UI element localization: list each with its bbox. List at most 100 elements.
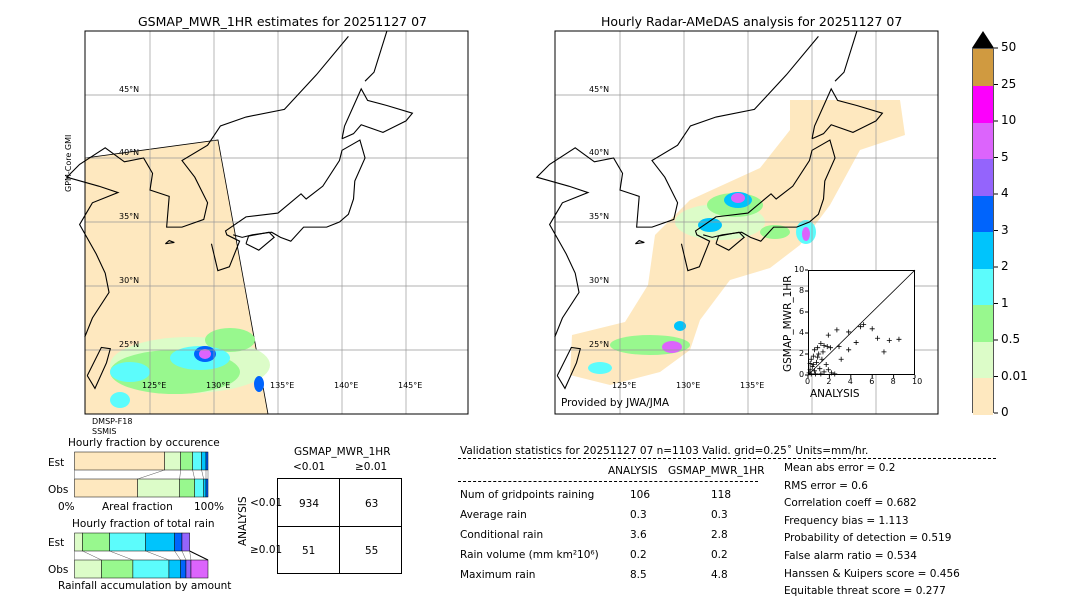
- occurrence-est-segment: [192, 451, 202, 471]
- rain-area: [205, 328, 255, 352]
- connector-line: [189, 550, 192, 561]
- stat-analysis-value: 3.6: [630, 529, 647, 541]
- scatter-xtick: 10: [912, 377, 923, 386]
- cell-false-alarm: 63: [365, 498, 379, 510]
- scatter-point: [820, 349, 826, 355]
- scatter-ytick: 8: [799, 286, 805, 295]
- stat-gsmap-value: 2.8: [711, 529, 728, 541]
- sensor-label-ssmis: SSMIS: [92, 427, 117, 436]
- totalrain-obs-segment: [132, 559, 170, 579]
- connector-line: [192, 469, 195, 480]
- cell-hit: 55: [365, 545, 379, 557]
- totalrain-est-segment: [109, 532, 146, 552]
- colorbar-tick-label: 0.5: [1001, 332, 1021, 346]
- coastline: [556, 346, 582, 390]
- contingency-row-title: ANALYSIS: [237, 496, 249, 546]
- coastline: [364, 31, 388, 82]
- contingency-row-2: ≥0.01: [250, 544, 283, 556]
- colorbar-tick-label: 0.01: [1001, 368, 1028, 383]
- rain-area: [110, 392, 130, 408]
- left-map-title: GSMAP_MWR_1HR estimates for 20251127 07: [138, 14, 427, 29]
- colorbar-tick-label: 5: [1001, 149, 1009, 164]
- scatter-point: [881, 349, 887, 355]
- contingency-col-2: ≥0.01: [355, 461, 388, 473]
- colorbar-segment: [973, 341, 993, 378]
- totalrain-obs-segment: [101, 559, 134, 579]
- coastline: [834, 31, 858, 82]
- scatter-point: [806, 370, 812, 376]
- rain-area: [254, 376, 264, 392]
- score-line: Equitable threat score = 0.277: [784, 585, 946, 598]
- lon-label: 130°E: [676, 381, 701, 390]
- connector-line: [179, 469, 181, 480]
- coastline: [165, 239, 175, 245]
- totalrain-est-label: Est: [48, 537, 65, 549]
- scatter-point: [816, 351, 822, 357]
- scatter-point: [808, 371, 814, 377]
- totalrain-est-segment: [181, 532, 190, 552]
- totalrain-obs-segment: [168, 559, 181, 579]
- coastline: [680, 139, 836, 272]
- connector-line: [145, 550, 170, 561]
- lon-label: 145°E: [398, 381, 423, 390]
- scatter-point: [821, 343, 827, 349]
- scatter-point: [814, 359, 820, 365]
- lat-label: 40°N: [589, 148, 610, 157]
- scatter-point: [825, 332, 831, 338]
- data-credit: Provided by JWA/JMA: [561, 397, 670, 409]
- score-line: Probability of detection = 0.519: [784, 532, 952, 545]
- totalrain-est-segment: [82, 532, 110, 552]
- lat-label: 25°N: [119, 340, 140, 349]
- divider: [458, 481, 758, 482]
- scatter-point: [857, 324, 863, 330]
- totalrain-obs-segment: [74, 559, 102, 579]
- stat-gsmap-value: 0.3: [711, 509, 728, 521]
- colorbar-tick-label: 2: [1001, 259, 1009, 273]
- sensor-label-dmsp: DMSP-F18: [92, 417, 133, 426]
- totalrain-obs-segment: [185, 559, 192, 579]
- lon-label: 135°E: [740, 381, 765, 390]
- scatter-xtick: 2: [826, 377, 832, 386]
- scatter-point: [834, 327, 840, 333]
- colorbar-tick-label: 1: [1001, 295, 1009, 310]
- stat-analysis-value: 8.5: [630, 569, 647, 581]
- scatter-point: [861, 322, 867, 328]
- contingency-title: GSMAP_MWR_1HR: [294, 446, 391, 458]
- scatter-ytick: 6: [799, 307, 805, 316]
- scatter-xtick: 4: [847, 377, 853, 386]
- occurrence-title: Hourly fraction by occurence: [68, 437, 220, 449]
- colorbar-segment: [973, 304, 993, 342]
- score-line: Hanssen & Kuipers score = 0.456: [784, 567, 960, 580]
- colorbar-segment: [973, 49, 993, 86]
- coastline: [245, 231, 275, 251]
- occurrence-obs-segment: [179, 478, 195, 498]
- lat-label: 40°N: [119, 148, 140, 157]
- scatter-point: [819, 356, 825, 362]
- occurrence-obs-segment: [203, 478, 207, 498]
- totalrain-est-segment: [145, 532, 175, 552]
- colorbar-tick-label: 10: [1001, 113, 1017, 127]
- stat-analysis-value: 0.2: [630, 549, 647, 561]
- scatter-point: [808, 356, 814, 362]
- rain-area: [110, 362, 150, 382]
- scatter-point: [807, 360, 813, 366]
- scatter-point: [807, 367, 813, 373]
- stat-analysis-value: 106: [630, 489, 651, 501]
- colorbar: [972, 48, 994, 415]
- colorbar-segment: [973, 231, 993, 269]
- lat-label: 45°N: [119, 85, 140, 94]
- cell-miss: 51: [302, 545, 316, 557]
- stat-gsmap-value: 118: [711, 489, 732, 501]
- rain-area: [698, 218, 722, 232]
- score-line: Mean abs error = 0.2: [784, 462, 896, 474]
- connector-line: [201, 469, 204, 480]
- rain-area: [802, 227, 810, 241]
- lat-label: 25°N: [589, 340, 610, 349]
- scatter-point: [838, 356, 844, 362]
- colorbar-segment: [973, 85, 993, 123]
- totalrain-title: Hourly fraction of total rain: [72, 518, 215, 530]
- lat-label: 35°N: [119, 212, 140, 221]
- diagonal-line: [807, 269, 916, 376]
